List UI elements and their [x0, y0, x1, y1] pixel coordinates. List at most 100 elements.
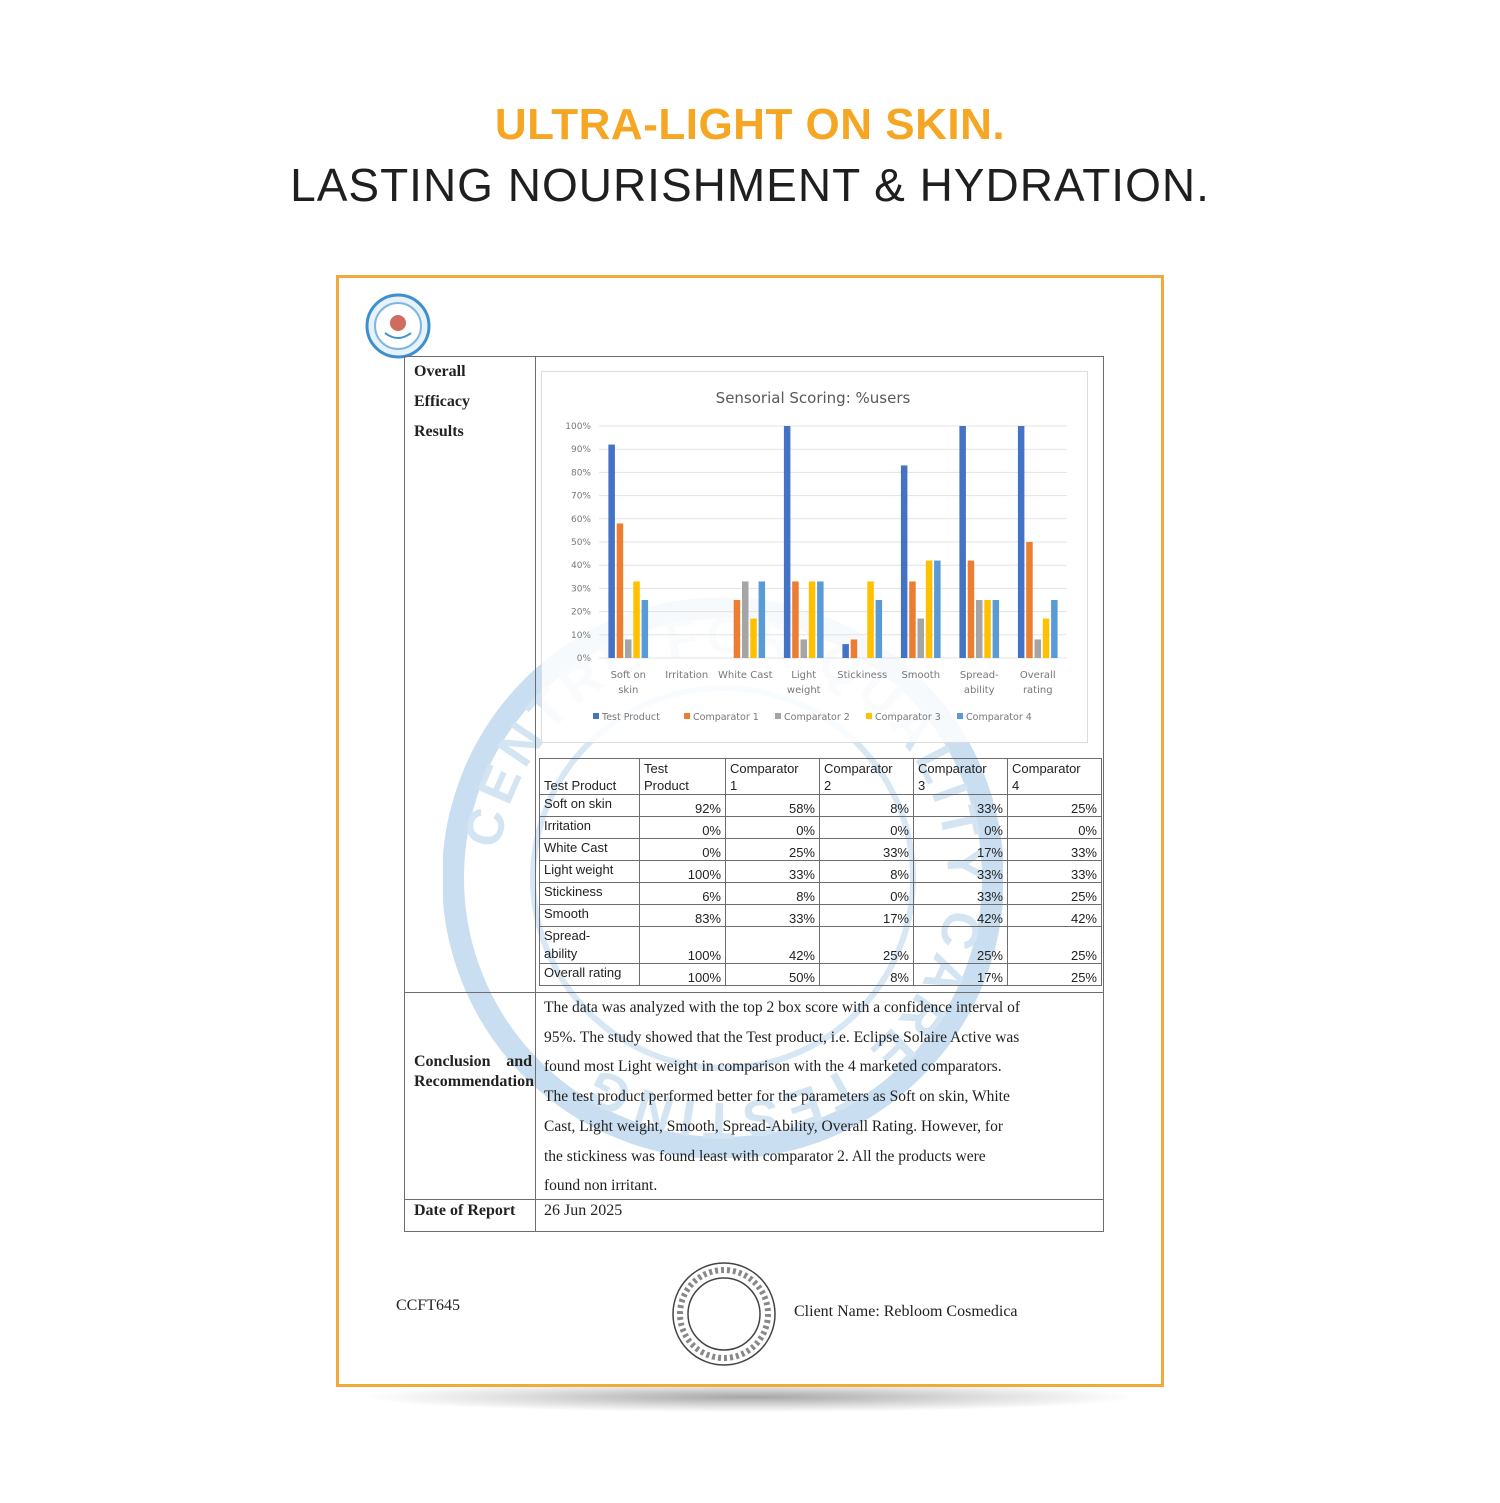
table-cell: 33% — [819, 838, 914, 861]
table-row-border — [404, 1199, 1104, 1200]
y-tick-label: 70% — [571, 492, 591, 502]
y-tick-label: 30% — [571, 584, 591, 594]
table-cell: 8% — [819, 860, 914, 883]
table-cell: 33% — [725, 860, 820, 883]
table-bottom-border — [404, 1231, 1104, 1232]
table-header-cell: Comparator 3 — [913, 758, 1008, 795]
table-header-cell: Test Product — [539, 758, 640, 795]
legend-label: Comparator 2 — [784, 712, 850, 723]
x-tick-label: Spread- — [960, 670, 999, 681]
bar-comparator-2 — [800, 639, 807, 658]
bar-comparator-1 — [850, 639, 858, 658]
bar-comparator-4 — [934, 560, 941, 658]
table-cell: 42% — [913, 904, 1008, 927]
legend-label: Comparator 3 — [875, 712, 941, 723]
table-cell: 100% — [639, 963, 726, 986]
table-header-cell: Comparator 1 — [725, 758, 820, 795]
y-tick-label: 50% — [571, 538, 591, 548]
y-tick-label: 60% — [571, 515, 591, 525]
bar-comparator-3 — [984, 600, 991, 658]
table-body: Soft on skin 92% 58% 8% 33% 25% Irritation 0% 0%… — [539, 794, 1102, 986]
table-header-row: Test Product Test Product Comparator 1 Comp… — [539, 758, 1102, 795]
table-cell: 8% — [819, 794, 914, 817]
bar-comparator-1 — [616, 523, 624, 658]
table-cell: 83% — [639, 904, 726, 927]
table-cell: 100% — [639, 926, 726, 964]
y-tick-label: 10% — [571, 631, 591, 641]
y-tick-label: 80% — [571, 468, 591, 478]
x-tick-label: White Cast — [718, 670, 773, 681]
table-cell: 17% — [819, 904, 914, 927]
bar-comparator-3 — [867, 581, 874, 658]
table-cell: 8% — [725, 882, 820, 905]
report-code: CCFT645 — [396, 1297, 461, 1314]
bar-comparator-3 — [633, 581, 640, 658]
legend-swatch — [866, 713, 872, 719]
bar-comparator-1 — [733, 600, 741, 658]
conclusion-text: The data was analyzed with the top 2 box… — [544, 993, 1089, 1201]
conclusion-label: Conclusion and Recommendation — [414, 1053, 534, 1090]
bar-comparator-4 — [817, 581, 824, 658]
x-tick-label: skin — [618, 685, 638, 696]
lab-seal-logo-icon — [365, 293, 431, 359]
table-cell: 25% — [913, 926, 1008, 964]
date-of-report-label: Date of Report — [414, 1202, 516, 1219]
x-tick-label: Smooth — [901, 670, 940, 681]
bar-comparator-1 — [909, 581, 916, 658]
x-tick-label: rating — [1023, 685, 1053, 696]
table-header-cell: Comparator 2 — [819, 758, 914, 795]
table-row: Spread- ability 100% 42% 25% 25% 25% — [539, 926, 1102, 964]
x-tick-label: Light — [791, 670, 816, 681]
x-tick-label: Irritation — [665, 670, 708, 681]
bar-test-product — [608, 444, 615, 658]
legend-swatch — [593, 713, 599, 719]
bar-comparator-2 — [1034, 639, 1041, 658]
bar-comparator-3 — [808, 581, 816, 658]
bar-comparator-2 — [976, 600, 983, 658]
x-tick-label: Overall — [1020, 670, 1056, 681]
x-tick-label: Stickiness — [837, 670, 887, 681]
y-tick-label: 100% — [565, 422, 591, 432]
legend-swatch — [775, 713, 781, 719]
table-cell: 0% — [639, 816, 726, 839]
bar-test-product — [842, 644, 849, 658]
conclusion-line: the stickiness was found least with comp… — [544, 1147, 986, 1165]
legend-swatch — [684, 713, 690, 719]
table-row-label: Spread- ability — [539, 926, 640, 964]
bar-comparator-3 — [750, 618, 757, 658]
table-row-label: Overall rating — [539, 963, 640, 986]
table-row-border — [404, 992, 1104, 993]
scores-table: Test Product Test Product Comparator 1 Comp… — [539, 758, 1102, 986]
table-cell: 0% — [639, 838, 726, 861]
client-name: Client Name: Rebloom Cosmedica — [794, 1303, 1018, 1320]
table-cell: 33% — [913, 882, 1008, 905]
label-line: Overall — [414, 363, 466, 380]
legend-label: Test Product — [601, 712, 660, 723]
chart-title: Sensorial Scoring: %users — [716, 389, 911, 407]
bar-comparator-2 — [742, 581, 749, 658]
label-line: Efficacy — [414, 393, 470, 410]
table-row-label: White Cast — [539, 838, 640, 861]
conclusion-line: found most Light weight in comparison wi… — [544, 1058, 1002, 1076]
conclusion-line: Cast, Light weight, Smooth, Spread-Abili… — [544, 1117, 1003, 1135]
table-cell: 8% — [819, 963, 914, 986]
table-header-cell: Comparator 4 — [1007, 758, 1102, 795]
table-row: Soft on skin 92% 58% 8% 33% 25% — [539, 794, 1102, 817]
conclusion-line: 95%. The study showed that the Test prod… — [544, 1028, 1020, 1046]
table-top-border — [404, 356, 1104, 357]
bar-comparator-1 — [1026, 542, 1033, 658]
table-cell: 0% — [819, 882, 914, 905]
table-row-label: Light weight — [539, 860, 640, 883]
table-row: Overall rating 100% 50% 8% 17% 25% — [539, 963, 1102, 986]
y-tick-label: 20% — [571, 608, 591, 618]
stamp-seal-icon — [672, 1262, 776, 1366]
table-cell: 25% — [725, 838, 820, 861]
table-cell: 33% — [913, 794, 1008, 817]
headline-primary: ULTRA-LIGHT ON SKIN. — [494, 100, 1006, 149]
legend-label: Comparator 1 — [693, 712, 759, 723]
conclusion-line: The test product performed better for th… — [544, 1088, 1010, 1106]
report-document: CENTRE FOR QUALITY CARE TESTING Overall … — [336, 275, 1164, 1387]
table-cell: 33% — [1007, 860, 1102, 883]
table-cell: 17% — [913, 838, 1008, 861]
bar-comparator-1 — [967, 560, 975, 658]
